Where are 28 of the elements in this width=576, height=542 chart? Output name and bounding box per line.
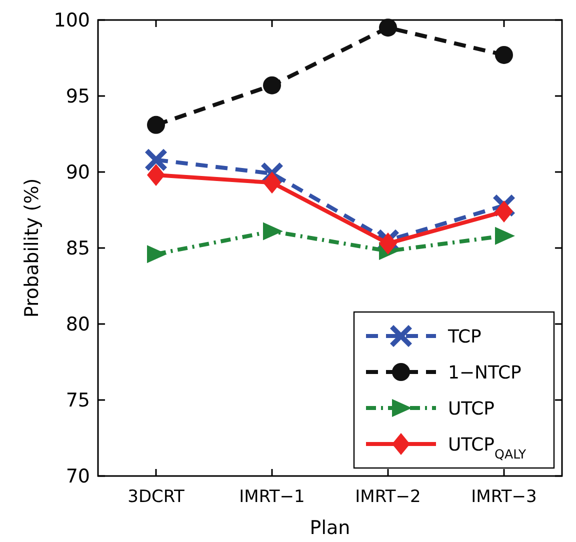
legend-label: TCP <box>447 326 482 348</box>
point <box>379 18 397 37</box>
point <box>495 226 515 245</box>
y-tick-label: 100 <box>54 10 90 32</box>
point <box>263 76 281 94</box>
x-tick-label: IMRT−3 <box>471 487 537 507</box>
legend-label: UTCP$_{QALY}$ <box>448 434 526 461</box>
y-tick-label: 70 <box>66 466 90 488</box>
x-tick-label: IMRT−1 <box>239 487 305 507</box>
point <box>495 200 513 223</box>
y-tick-label: 75 <box>66 390 90 412</box>
point <box>145 148 167 171</box>
x-tick-label: IMRT−2 <box>355 487 421 507</box>
x-tick-label: 3DCRT <box>128 487 185 507</box>
legend-label: 1−NTCP <box>448 362 522 384</box>
point <box>495 46 513 64</box>
point <box>263 222 283 240</box>
point <box>147 116 165 134</box>
point <box>147 245 167 264</box>
y-axis-title: Probability (%) <box>21 178 43 318</box>
point <box>263 172 281 194</box>
legend-label: UTCP <box>448 398 495 420</box>
y-tick-label: 90 <box>66 162 90 184</box>
point <box>147 164 165 186</box>
y-tick-label: 80 <box>66 314 90 336</box>
y-tick-label: 95 <box>66 86 90 108</box>
y-tick-label: 85 <box>66 238 90 260</box>
x-axis-title: Plan <box>310 517 350 539</box>
